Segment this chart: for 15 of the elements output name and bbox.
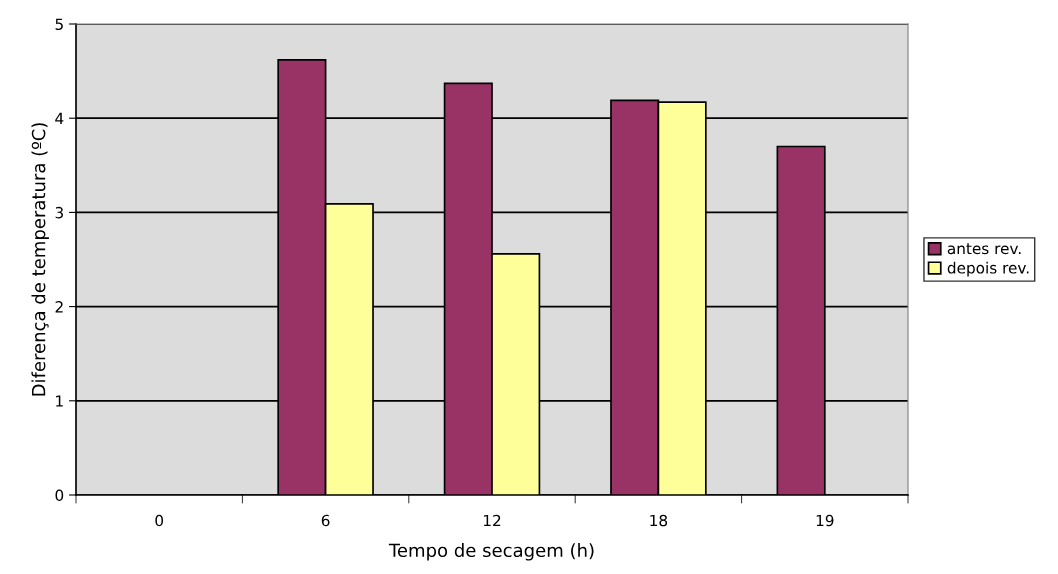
- y-tick-label: 3: [55, 206, 63, 219]
- legend-label: antes rev.: [947, 243, 1021, 255]
- x-tick-label: 18: [650, 514, 668, 527]
- x-axis-title: Tempo de secagem (h): [388, 543, 594, 561]
- y-tick-label: 4: [55, 112, 64, 124]
- x-tick-label: 6: [321, 514, 330, 527]
- x-tick-label: 19: [816, 514, 834, 527]
- legend-label: depois rev.: [947, 261, 1029, 277]
- x-tick-label: 12: [483, 514, 501, 527]
- x-tick-label: 0: [155, 514, 164, 527]
- y-tick-label: 1: [56, 395, 63, 407]
- y-tick-label: 5: [55, 18, 63, 31]
- y-axis-title: Diferença de temperatura (ºC): [31, 123, 49, 396]
- y-tick-label: 2: [55, 301, 63, 313]
- y-tick-label: 0: [55, 489, 64, 502]
